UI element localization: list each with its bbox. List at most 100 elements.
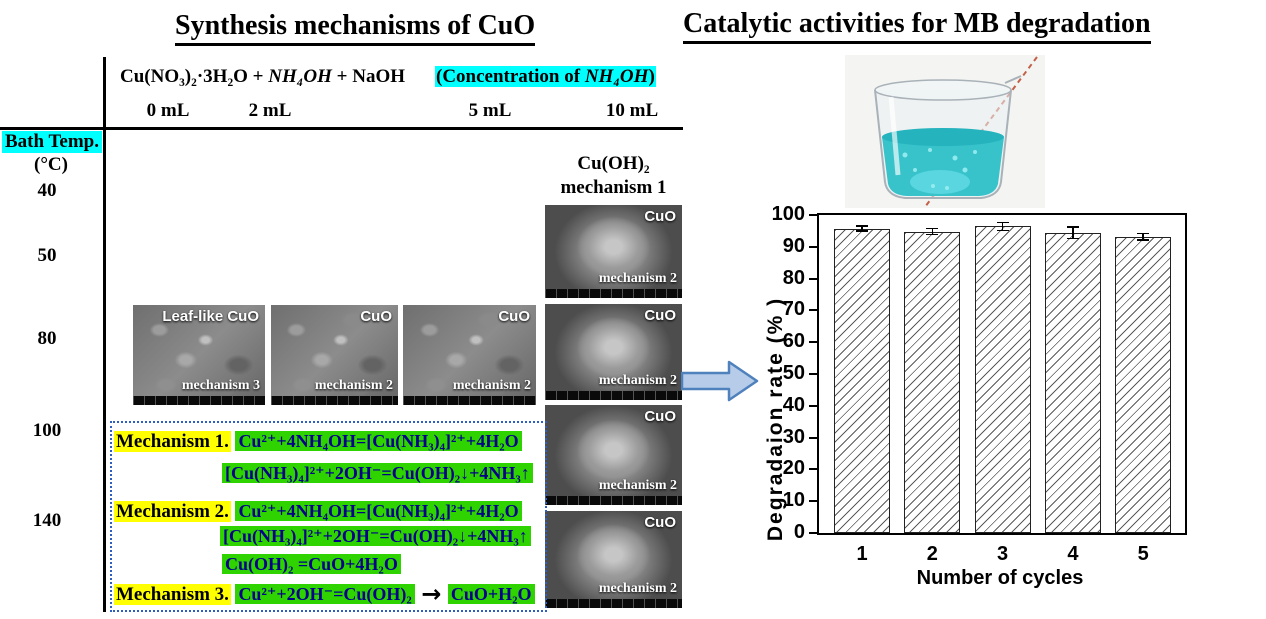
bar: [1115, 236, 1172, 533]
y-tick-label: 50: [782, 362, 805, 384]
volume-label-0ml: 0 mL: [146, 100, 190, 121]
sem-image-label: CuO: [644, 514, 676, 531]
reaction-part2: + NaOH: [331, 66, 405, 87]
sem-scalebar: [545, 496, 682, 505]
y-tick: [809, 468, 819, 471]
mechanism3-eq2: CuO+H₂O: [447, 584, 535, 604]
column4-mechanism: mechanism 1: [560, 177, 667, 198]
sem-scalebar: [133, 396, 265, 405]
reaction-nh4oh: NH₄OH: [268, 66, 332, 87]
concentration-highlight: (Concentration of NH₄OH): [435, 66, 656, 87]
y-tick-label: 70: [782, 298, 805, 321]
x-tick-label: 5: [1137, 543, 1149, 565]
mechanism1-row2: [Cu(NH₃)₄]²⁺+2OH⁻=Cu(OH)₂↓+4NH₃↑: [222, 463, 533, 484]
y-tick: [809, 341, 819, 344]
y-tick-label: 100: [771, 203, 805, 225]
sem-scalebar: [545, 289, 682, 298]
chart-x-axis-label: Number of cycles: [916, 567, 1084, 589]
y-tick: [809, 214, 819, 216]
sem-scalebar: [545, 391, 682, 400]
volume-label-5ml: 5 mL: [468, 100, 512, 121]
sem-image-2ml-80c: CuO mechanism 2: [271, 305, 398, 405]
y-tick-label: 0: [793, 521, 805, 543]
sem-scalebar: [403, 396, 536, 405]
sem-image-label: CuO: [644, 307, 676, 324]
bath-temp-100: 100: [32, 420, 62, 441]
mechanism1-row: Mechanism 1. Cu²⁺+4NH₄OH=[Cu(NH₃)₄]²⁺+4H…: [114, 431, 522, 453]
sem-image-0ml-80c: Leaf-like CuO mechanism 3: [133, 305, 265, 405]
sem-mechanism-label: mechanism 2: [598, 478, 677, 493]
bath-temp-50: 50: [37, 245, 57, 266]
err-cap: [1137, 239, 1150, 241]
table-horizontal-rule: [0, 127, 683, 130]
y-tick-label: 20: [782, 457, 805, 480]
sem-scalebar: [271, 396, 398, 405]
sem-image-label: CuO: [498, 308, 530, 325]
err-cap: [1066, 226, 1079, 228]
err-line: [1072, 227, 1074, 239]
y-tick-label: 80: [782, 266, 805, 289]
bath-temp-80: 80: [37, 328, 57, 349]
mechanism2-eq2: [Cu(NH₃)₄]²⁺+2OH⁻=Cu(OH)₂↓+4NH₃↑: [220, 526, 531, 546]
y-tick-label: 10: [782, 489, 805, 512]
sem-mechanism-label: mechanism 2: [598, 373, 677, 388]
x-tick-label: 2: [926, 543, 938, 565]
sem-mechanism-label: mechanism 2: [598, 271, 677, 286]
concentration-label: Concentration of: [442, 66, 585, 87]
concentration-open: (: [436, 66, 443, 87]
bath-temp-40: 40: [37, 180, 57, 201]
beaker-photo: [845, 55, 1045, 208]
err-cap: [1066, 237, 1079, 240]
err-cap: [856, 230, 868, 232]
x-tick-label: 3: [997, 543, 1009, 565]
mechanism2-eq3: Cu(OH)₂ =CuO+4H₂O: [222, 554, 401, 574]
bar-chart-plot: 0 10 20 30 40 50 60 70 80 90 100 1 2 3 4 5: [772, 203, 1187, 565]
y-tick: [809, 277, 819, 280]
left-panel-title-wrap: Synthesis mechanisms of CuO: [175, 10, 536, 46]
y-tick-label: 90: [782, 234, 805, 257]
y-tick: [809, 245, 819, 248]
err-line: [1142, 233, 1144, 240]
right-panel-title-wrap: Catalytic activities for MB degradation: [683, 8, 1151, 44]
sem-scalebar: [545, 599, 682, 608]
x-tick-label: 4: [1067, 543, 1079, 565]
precursor-reaction: Cu(NO₃)₂·3H₂O + NH₄OH + NaOH: [120, 66, 405, 88]
sem-image-10ml-50c: CuO mechanism 2: [545, 205, 682, 298]
mechanism2-row: Mechanism 2. Cu²⁺+4NH₄OH=[Cu(NH₃)₄]²⁺+4H…: [114, 501, 522, 523]
mechanism3-row: Mechanism 3. Cu²⁺+2OH⁻=Cu(OH)₂ → CuO+H₂O: [114, 580, 535, 608]
y-tick-label: 60: [782, 330, 805, 353]
bath-temp-140: 140: [32, 510, 62, 531]
solution-glow: [910, 170, 970, 194]
y-tick: [809, 404, 819, 407]
sem-image-5ml-80c: CuO mechanism 2: [403, 305, 536, 405]
y-tick: [809, 532, 819, 534]
bar: [834, 228, 890, 533]
mechanism2-row3: Cu(OH)₂ =CuO+4H₂O: [222, 554, 401, 575]
volume-label-2ml: 2 mL: [248, 100, 292, 121]
sem-image-label: Leaf-like CuO: [162, 308, 259, 325]
beaker-spout: [1004, 75, 1022, 84]
left-panel-title: Synthesis mechanisms of CuO: [175, 10, 536, 46]
mb-solution-surface: [882, 128, 1004, 146]
y-tick: [809, 373, 819, 375]
y-tick: [809, 309, 819, 312]
glass-highlight: [888, 96, 901, 176]
bar: [1044, 232, 1101, 533]
err-cap: [856, 225, 868, 227]
concentration-nh4oh: NH₄OH: [584, 66, 649, 87]
mechanism2-row2: [Cu(NH₃)₄]²⁺+2OH⁻=Cu(OH)₂↓+4NH₃↑: [220, 526, 531, 547]
mechanism-box: Mechanism 1. Cu²⁺+4NH₄OH=[Cu(NH₃)₄]²⁺+4H…: [110, 421, 547, 612]
reaction-arrow-icon: →: [421, 580, 442, 608]
sem-image-10ml-80c: CuO mechanism 2: [545, 304, 682, 400]
mechanism3-label: Mechanism 3.: [114, 584, 231, 605]
y-tick-label: 40: [782, 393, 805, 416]
bath-temp-unit: (°C): [34, 154, 68, 175]
sem-mechanism-label: mechanism 3: [181, 378, 260, 393]
err-line: [1001, 222, 1004, 231]
err-line: [931, 228, 934, 235]
table-vertical-rule: [103, 57, 106, 612]
mechanism1-eq1: Cu²⁺+4NH₄OH=[Cu(NH₃)₄]²⁺+4H₂O: [235, 431, 522, 451]
mechanism2-label: Mechanism 2.: [114, 501, 231, 522]
bar: [974, 226, 1031, 533]
